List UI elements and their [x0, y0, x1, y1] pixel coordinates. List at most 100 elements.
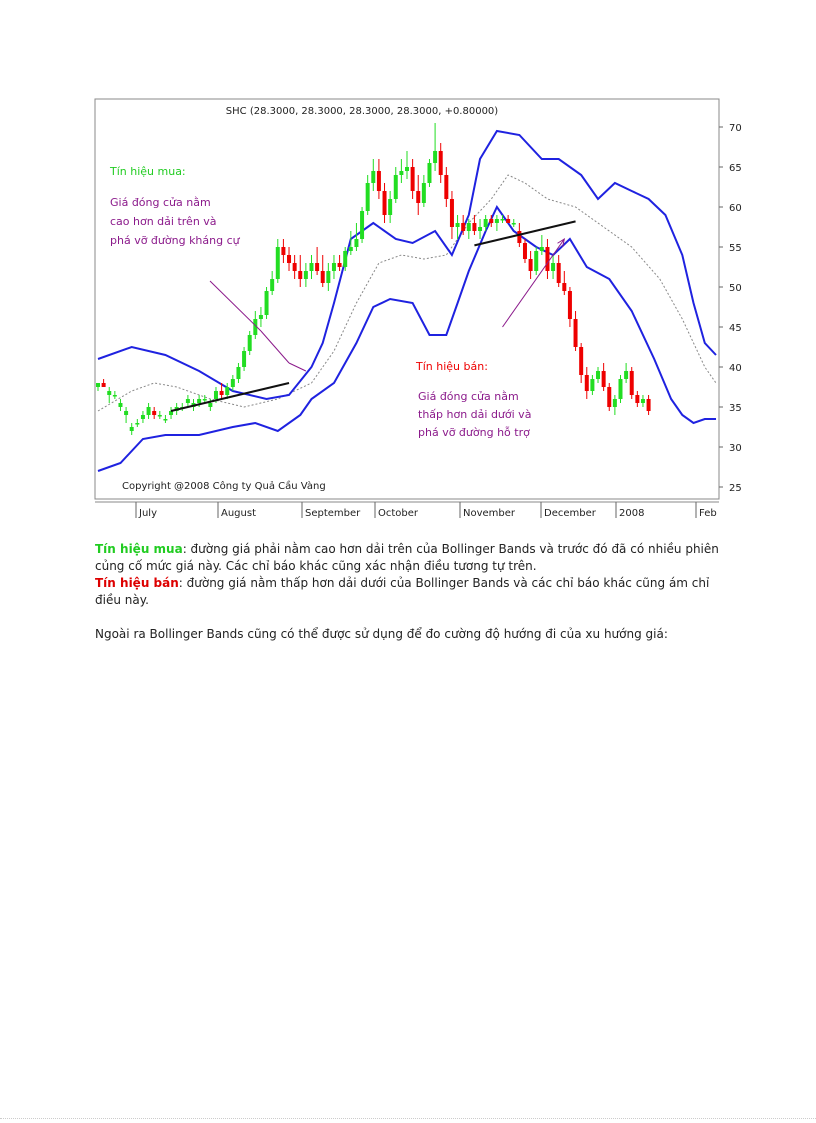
sell-signal-title: Tín hiệu bán: [415, 360, 488, 373]
candle-body [163, 419, 168, 421]
candle [348, 231, 353, 255]
candle-body [489, 219, 494, 223]
candle [365, 175, 370, 215]
candle-body [551, 263, 556, 271]
candle-body [157, 415, 162, 417]
candle [573, 311, 578, 351]
x-tick-label: August [221, 508, 256, 519]
candle-body [635, 395, 640, 403]
candle-body [534, 251, 539, 271]
candle-body [528, 259, 533, 271]
sell-signal-text: : đường giá nằm thấp hơn dải dưới của Bo… [95, 576, 710, 607]
candle-body [348, 247, 353, 251]
candle [410, 159, 415, 199]
candle [129, 423, 134, 435]
candle [225, 383, 230, 399]
candle [506, 215, 511, 223]
candle-body [281, 247, 286, 255]
candle [298, 255, 303, 287]
candle-body [421, 183, 426, 203]
candle [635, 391, 640, 407]
candle [612, 395, 617, 415]
candle-body [230, 379, 235, 387]
candle-body [405, 167, 409, 171]
y-tick-label: 50 [729, 283, 742, 294]
buy-signal-text: : đường giá phải nằm cao hơn dải trên củ… [95, 542, 719, 573]
candle [371, 159, 376, 191]
candle [427, 159, 432, 187]
candle [242, 347, 247, 371]
candle [534, 247, 539, 275]
candle-body [169, 411, 174, 415]
sell-annotation: Tín hiệu bán: Giá đóng cửa nằm thấp hơn … [415, 360, 531, 439]
candle-body [517, 231, 522, 243]
buy-signal-title: Tín hiệu mua: [109, 165, 186, 178]
y-tick-label: 55 [729, 243, 742, 254]
candle-body [466, 223, 471, 231]
candle-body [107, 391, 112, 395]
candle [562, 271, 567, 295]
candle-body [326, 271, 331, 283]
candle-body [640, 399, 645, 403]
candle [388, 191, 393, 223]
candle [258, 307, 263, 327]
candle [444, 167, 449, 207]
y-tick-label: 35 [729, 403, 742, 414]
candle [421, 175, 426, 207]
candle [163, 415, 168, 423]
candle [101, 379, 106, 387]
y-tick-label: 70 [729, 123, 742, 134]
candle [169, 407, 174, 419]
candle-body [270, 279, 275, 291]
candle-body [298, 271, 303, 279]
candle [152, 407, 157, 419]
candle [236, 363, 241, 383]
candle-body [584, 375, 589, 391]
candle-body [242, 351, 247, 367]
candle-body [596, 371, 601, 379]
candle-body [562, 283, 567, 291]
candle-body [393, 175, 398, 199]
candle-body [629, 371, 634, 395]
candle [185, 395, 190, 407]
candle [539, 235, 544, 255]
candle [551, 255, 556, 279]
candle-body [500, 219, 505, 221]
candle [624, 363, 629, 383]
candle [303, 263, 308, 287]
candle-body [607, 387, 612, 407]
candle-body [438, 151, 443, 175]
y-tick-label: 30 [729, 443, 742, 454]
candle [292, 255, 297, 279]
candle [607, 383, 612, 411]
candle-body [337, 263, 342, 267]
candle-body [315, 263, 320, 271]
candle [483, 215, 488, 231]
candle [522, 239, 527, 263]
candle [331, 255, 336, 279]
candle-body [253, 319, 258, 335]
candle [360, 207, 365, 243]
candle [382, 183, 387, 223]
candle [449, 191, 454, 239]
candle-body [444, 175, 449, 199]
candle [264, 287, 269, 319]
candle-body [225, 387, 230, 395]
candle [118, 399, 123, 411]
candle-body [112, 395, 117, 397]
sell-arrow-line [502, 238, 565, 328]
candle-body [522, 243, 527, 259]
candle [584, 367, 589, 399]
candle [337, 255, 342, 271]
trendline [474, 220, 576, 247]
candle-body [449, 199, 454, 227]
candle-body [539, 247, 544, 251]
candle-body [455, 223, 460, 227]
candle [281, 239, 286, 263]
candle [579, 343, 584, 383]
buy-annotation: Tín hiệu mua: Giá đóng cửa nằm cao hơn d… [109, 165, 241, 247]
candle [461, 215, 466, 235]
candle [124, 407, 129, 423]
candle [275, 239, 280, 283]
sell-signal-line-1: Giá đóng cửa nằm [418, 390, 519, 403]
